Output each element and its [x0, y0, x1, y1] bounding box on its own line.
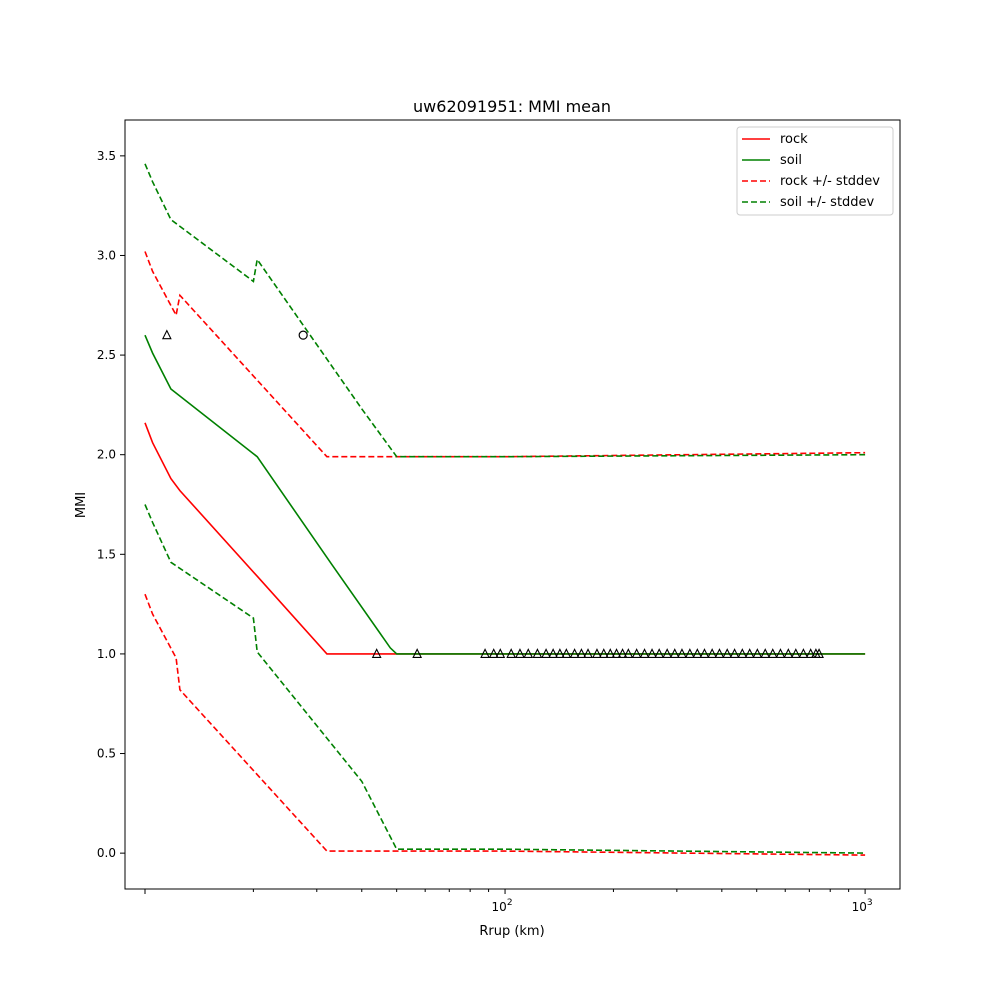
observation-triangle-38	[744, 648, 755, 658]
observation-triangle-25	[647, 648, 657, 658]
observation-triangle-24	[639, 648, 650, 658]
y-tick-label: 2.0	[97, 448, 116, 462]
observation-triangle-14	[569, 648, 580, 658]
observation-triangle-18	[598, 648, 609, 658]
observation-triangle-12	[554, 648, 565, 658]
y-tick-label: 0.5	[97, 747, 116, 761]
y-tick-label: 2.5	[97, 348, 116, 362]
legend: rock soil rock +/- stddev soil +/- stddev	[736, 126, 894, 216]
x-tick-label: 102	[492, 898, 513, 914]
y-axis-label: MMI	[74, 492, 89, 518]
y-tick-label: 3.5	[97, 149, 116, 163]
observation-triangle-2	[412, 648, 423, 658]
observation-triangle-23	[631, 648, 642, 658]
observation-triangle-43	[783, 648, 794, 658]
observation-triangle-35	[722, 648, 733, 658]
observation-triangle-6	[506, 648, 517, 658]
series-line-4	[144, 163, 866, 458]
legend-label-2: rock +/- stddev	[780, 174, 880, 189]
x-axis: 102 103	[144, 889, 873, 914]
observation-triangle-13	[561, 648, 572, 658]
legend-label-1: soil	[780, 153, 802, 168]
series-layer	[144, 163, 866, 856]
observation-triangle-17	[592, 648, 602, 658]
observation-triangle-30	[684, 648, 695, 658]
observation-triangle-3	[480, 648, 490, 658]
observation-triangle-8	[523, 648, 534, 658]
series-line-0	[144, 422, 866, 655]
observation-triangle-20	[611, 648, 622, 658]
observation-triangle-48	[814, 648, 824, 658]
observation-triangle-28	[669, 648, 680, 658]
legend-box	[736, 126, 894, 216]
observation-triangle-4	[488, 648, 499, 658]
series-line-3	[144, 593, 866, 856]
observation-triangle-15	[576, 648, 587, 658]
observation-triangle-22	[623, 648, 634, 658]
observation-triangle-31	[692, 648, 703, 658]
observation-triangle-16	[583, 648, 593, 658]
x-axis-label: Rrup (km)	[479, 924, 544, 939]
y-axis: 0.0 0.5 1.0 1.5 2.0 2.5 3.0 3.5	[97, 149, 125, 860]
observation-triangle-41	[767, 648, 778, 658]
observation-triangle-0	[161, 329, 172, 340]
x-tick-label: 103	[852, 898, 873, 914]
observation-triangle-42	[775, 648, 786, 658]
observation-triangle-32	[699, 648, 710, 658]
y-tick-label: 0.0	[97, 846, 116, 860]
observation-triangle-7	[515, 648, 525, 658]
legend-label-3: soil +/- stddev	[780, 195, 875, 210]
observation-triangle-19	[605, 648, 616, 658]
observations-layer	[161, 329, 824, 658]
legend-label-0: rock	[780, 132, 808, 147]
observation-triangle-21	[617, 648, 628, 658]
observation-triangle-44	[790, 648, 801, 658]
observation-triangle-46	[805, 648, 816, 658]
observation-triangle-34	[714, 648, 725, 658]
observation-triangle-1	[371, 648, 382, 658]
y-tick-label: 1.0	[97, 647, 116, 661]
observation-circle-0	[298, 330, 308, 340]
observation-triangle-29	[677, 648, 687, 658]
observation-triangle-5	[495, 648, 506, 658]
observation-triangle-26	[654, 648, 665, 658]
series-line-1	[144, 334, 866, 655]
observation-triangle-40	[760, 648, 771, 658]
observation-triangle-9	[532, 648, 543, 658]
observation-triangle-10	[541, 648, 551, 658]
observation-triangle-39	[752, 648, 763, 658]
y-tick-label: 1.5	[97, 547, 116, 561]
observation-triangle-45	[798, 648, 809, 658]
observation-triangle-33	[707, 648, 718, 658]
y-tick-label: 3.0	[97, 248, 116, 262]
chart-title: uw62091951: MMI mean	[413, 97, 611, 116]
observation-triangle-36	[729, 648, 740, 658]
observation-triangle-37	[737, 648, 748, 658]
plot-frame	[124, 119, 901, 890]
observation-triangle-11	[548, 648, 559, 658]
observation-triangle-27	[662, 648, 673, 658]
